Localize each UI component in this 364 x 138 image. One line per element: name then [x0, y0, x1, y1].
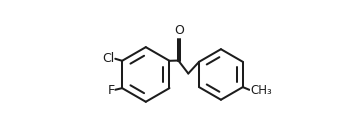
Text: O: O	[174, 24, 184, 37]
Text: F: F	[107, 83, 115, 97]
Text: CH₃: CH₃	[250, 84, 272, 97]
Text: Cl: Cl	[102, 52, 115, 65]
